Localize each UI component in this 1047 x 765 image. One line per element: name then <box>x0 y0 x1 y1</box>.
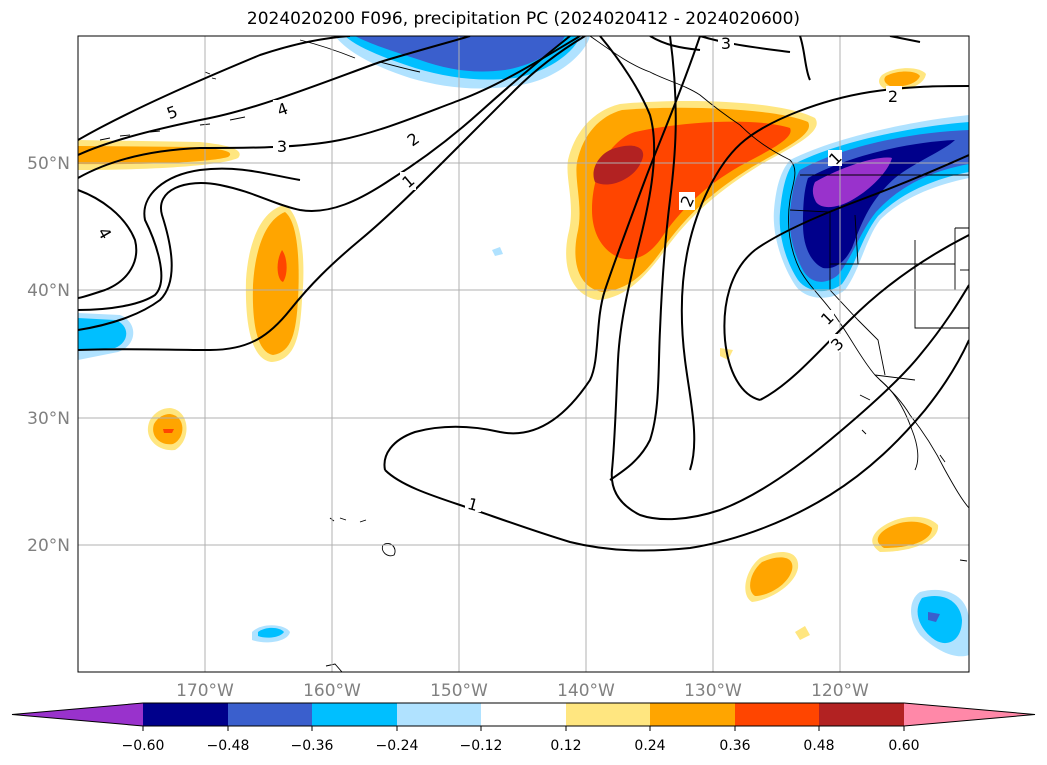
colorbar-bin <box>566 703 650 726</box>
colorbar-tick-label: 0.60 <box>888 738 919 754</box>
contour-labels: 5 4 3 2 1 2 3 4 1 2 1 3 1 <box>94 34 902 515</box>
colorbar-tick-label: −0.48 <box>207 738 250 754</box>
lon-label-150w: 150°W <box>430 681 488 701</box>
contour-label: 2 <box>888 87 898 106</box>
lon-label-130w: 130°W <box>684 681 742 701</box>
lon-label-140w: 140°W <box>557 681 615 701</box>
colorbar-tick-label: −0.36 <box>291 738 334 754</box>
colorbar-bin <box>735 703 819 726</box>
latitude-labels: 50°N 40°N 30°N 20°N <box>27 154 70 556</box>
lon-label-120w: 120°W <box>811 681 869 701</box>
colorbar: −0.60 −0.48 −0.36 −0.24 −0.12 0.12 0.24 … <box>11 702 1036 754</box>
colorbar-tick-label: 0.48 <box>803 738 834 754</box>
contour-lines <box>78 36 969 552</box>
graticule <box>78 36 969 672</box>
map-title: 2024020200 F096, precipitation PC (20240… <box>246 9 801 29</box>
lat-label-20n: 20°N <box>27 536 70 556</box>
colorbar-tick-label: 0.36 <box>719 738 750 754</box>
colorbar-bin <box>397 703 481 726</box>
colorbar-tick-label: 0.12 <box>550 738 581 754</box>
longitude-labels: 170°W 160°W 150°W 140°W 130°W 120°W <box>176 681 869 701</box>
map-frame <box>77 35 970 673</box>
lon-label-170w: 170°W <box>176 681 234 701</box>
contour-label: 3 <box>721 34 731 53</box>
colorbar-tick-label: −0.24 <box>376 738 419 754</box>
colorbar-tick-label: 0.24 <box>634 738 665 754</box>
colorbar-bin <box>481 703 566 726</box>
contour-label: 1 <box>465 494 480 515</box>
colorbar-bin <box>312 703 397 726</box>
contour-label: 3 <box>277 137 287 156</box>
colorbar-bin <box>650 703 735 726</box>
colorbar-bin <box>228 703 312 726</box>
lat-label-40n: 40°N <box>27 281 70 301</box>
colorbar-tick-label: −0.60 <box>122 738 165 754</box>
lon-label-160w: 160°W <box>303 681 361 701</box>
political-borders <box>789 174 969 381</box>
shaded-anomalies <box>78 36 969 657</box>
lat-label-50n: 50°N <box>27 154 70 174</box>
colorbar-tick-label: −0.12 <box>460 738 503 754</box>
colorbar-max-extend <box>904 703 1035 726</box>
colorbar-bin <box>143 703 228 726</box>
colorbar-bin <box>819 703 904 726</box>
lat-label-30n: 30°N <box>27 409 70 429</box>
coastlines <box>99 36 969 672</box>
colorbar-min-extend <box>12 703 143 726</box>
map-plot-area: 5 4 3 2 1 2 3 4 1 2 1 3 1 <box>78 34 969 672</box>
